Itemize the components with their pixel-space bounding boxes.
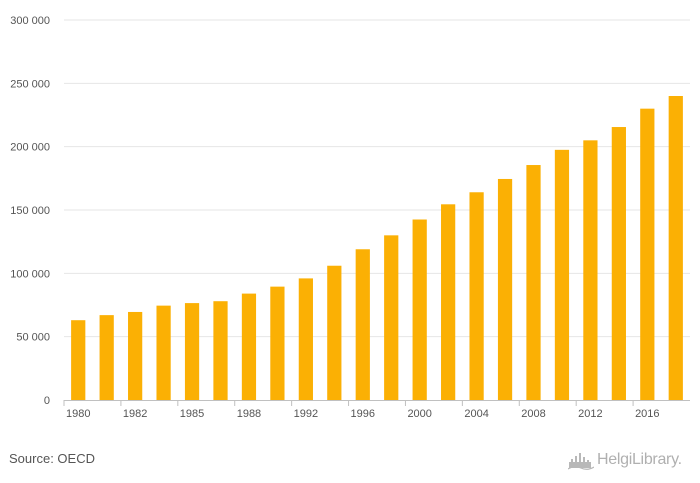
bar[interactable] [184,303,200,400]
x-tick-label: 1996 [351,408,375,420]
bar[interactable] [327,265,342,400]
bar[interactable] [611,127,626,401]
bar[interactable] [412,219,427,401]
y-axis-labels: 0 50 000 100 000 150 000 200 000 250 000 300 0… [10,15,50,407]
x-axis-labels: 1980 1982 1985 1988 1992 1996 2000 2004 2008 2012… [66,408,660,420]
bar[interactable] [668,96,683,400]
bar[interactable] [298,278,313,400]
y-tick-label: 200 000 [10,142,50,154]
x-tick-label: 1980 [66,408,90,420]
x-tick-label: 2012 [578,408,602,420]
x-tick-label: 1988 [237,408,261,420]
x-tick-label: 2004 [464,408,488,420]
bar[interactable] [99,315,114,400]
bar[interactable] [497,178,513,400]
x-tick-label: 1982 [123,408,147,420]
bar[interactable] [384,235,399,400]
y-tick-label: 150 000 [10,205,50,217]
bar[interactable] [469,192,484,400]
bar[interactable] [156,305,171,400]
bar[interactable] [355,249,370,400]
bar[interactable] [640,108,655,401]
bars [71,96,683,401]
y-tick-label: 0 [44,395,50,407]
x-tick-label: 1992 [294,408,318,420]
bar[interactable] [526,165,541,400]
source-note: Source: OECD [9,451,95,466]
y-tick-label: 100 000 [10,268,50,280]
bar[interactable] [583,140,598,401]
bar-chart: 0 50 000 100 000 150 000 200 000 250 000 300 0… [10,15,690,420]
brand-name: HelgiLibrary. [597,451,682,468]
bar[interactable] [270,286,285,400]
bar[interactable] [128,311,143,400]
bar[interactable] [71,320,86,400]
y-tick-label: 300 000 [10,15,50,27]
x-tick-label: 2008 [521,408,545,420]
x-tick-label: 1985 [180,408,204,420]
bar[interactable] [441,204,456,400]
brand-logo[interactable]: HelgiLibrary. [568,450,682,470]
bar[interactable] [241,293,257,400]
x-tick-label: 2016 [635,408,659,420]
y-tick-label: 250 000 [10,78,50,90]
x-axis [63,400,690,406]
bar[interactable] [213,301,228,400]
helgilibrary-logo-icon [568,453,594,470]
y-tick-label: 50 000 [16,332,50,344]
x-tick-label: 2000 [407,408,431,420]
bar[interactable] [554,149,570,400]
